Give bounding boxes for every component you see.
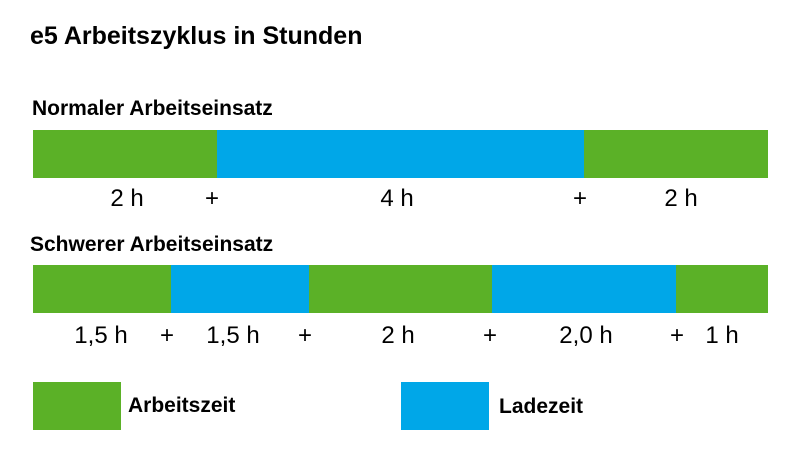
charge-segment (216, 130, 585, 178)
legend-label-charge: Ladezeit (499, 395, 584, 418)
work-segment (33, 130, 217, 178)
cycle-bar-heavy (33, 265, 768, 313)
plus-sign: + (482, 322, 498, 349)
cycle-bar-normal (33, 130, 768, 178)
segment-label: 2 h (110, 185, 144, 212)
segment-label: 1,5 h (206, 322, 260, 349)
legend-label-work: Arbeitszeit (128, 394, 236, 417)
plus-sign: + (669, 322, 685, 349)
segment-label: 1,5 h (74, 322, 128, 349)
diagram-title: e5 Arbeitszyklus in Stunden (30, 22, 363, 50)
segment-label: 2,0 h (559, 322, 613, 349)
segment-label: 2 h (664, 185, 698, 212)
plus-sign: + (159, 322, 175, 349)
work-segment (33, 265, 171, 313)
plus-sign: + (297, 322, 313, 349)
charge-segment (492, 265, 677, 313)
work-segment (584, 130, 768, 178)
row-heading-heavy: Schwerer Arbeitseinsatz (30, 233, 274, 256)
legend-swatch-work (33, 382, 121, 430)
segment-label: 4 h (380, 185, 414, 212)
segment-label: 2 h (381, 322, 415, 349)
row-heading-normal: Normaler Arbeitseinsatz (32, 97, 273, 120)
work-segment (676, 265, 768, 313)
work-segment (308, 265, 493, 313)
charge-segment (170, 265, 309, 313)
segment-label: 1 h (705, 322, 739, 349)
legend-swatch-charge (401, 382, 489, 430)
plus-sign: + (204, 185, 220, 212)
plus-sign: + (572, 185, 588, 212)
